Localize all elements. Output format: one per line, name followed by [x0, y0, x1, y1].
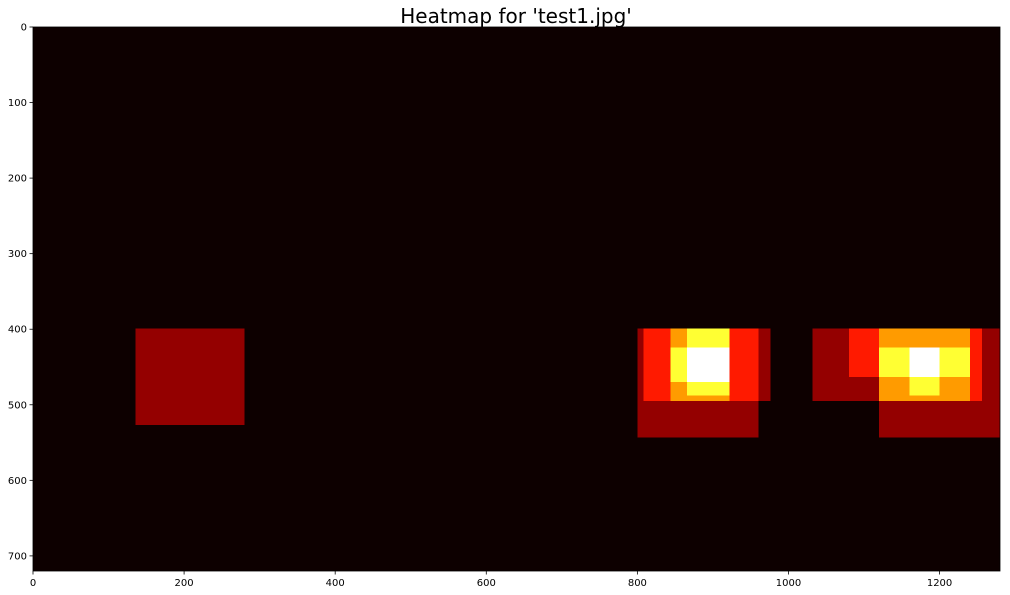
heat-cell-0: [135, 328, 245, 426]
x-tick-label-600: 600: [477, 578, 496, 589]
heatmap-background: [33, 27, 1000, 571]
heat-cell-9: [687, 382, 730, 396]
y-tick-label-0: 0: [21, 23, 27, 34]
heat-cell-10: [687, 347, 730, 383]
heat-cell-21: [909, 347, 940, 377]
y-tick-label-400: 400: [8, 325, 27, 336]
heat-cell-8: [687, 328, 730, 348]
heat-cell-7: [670, 347, 688, 383]
x-tick-label-800: 800: [628, 578, 647, 589]
heat-cell-3: [637, 328, 644, 401]
x-tick-label-1200: 1200: [927, 578, 952, 589]
heat-cell-19: [939, 347, 970, 377]
plot-area: [32, 26, 1001, 572]
y-tick-label-600: 600: [8, 476, 27, 487]
heat-cell-5: [729, 328, 759, 401]
heat-cell-11: [812, 328, 849, 401]
heat-cell-14: [981, 328, 1000, 438]
heat-cell-1: [637, 401, 759, 438]
heat-cell-20: [909, 376, 940, 396]
chart-title: Heatmap for 'test1.jpg': [400, 4, 632, 28]
y-tick-label-700: 700: [8, 551, 27, 562]
y-tick-label-500: 500: [8, 400, 27, 411]
x-tick-label-400: 400: [326, 578, 345, 589]
y-tick-label-200: 200: [8, 174, 27, 185]
heat-cell-2: [758, 328, 771, 401]
heat-cell-15: [848, 328, 880, 377]
x-axis: 0 200 400 600 800 1000 1200: [30, 571, 952, 589]
heat-cell-16: [969, 328, 982, 401]
heat-cell-12: [848, 376, 880, 401]
y-tick-label-100: 100: [8, 98, 27, 109]
x-tick-label-0: 0: [30, 578, 36, 589]
y-tick-label-300: 300: [8, 249, 27, 260]
axes-frame: [32, 26, 1001, 572]
heat-cell-18: [879, 347, 910, 377]
x-tick-label-1000: 1000: [776, 578, 801, 589]
y-axis: 0 100 200 300 400 500 600 700: [8, 23, 33, 562]
heat-cell-4: [643, 328, 671, 401]
heat-cell-13: [879, 401, 982, 438]
x-tick-label-200: 200: [175, 578, 194, 589]
